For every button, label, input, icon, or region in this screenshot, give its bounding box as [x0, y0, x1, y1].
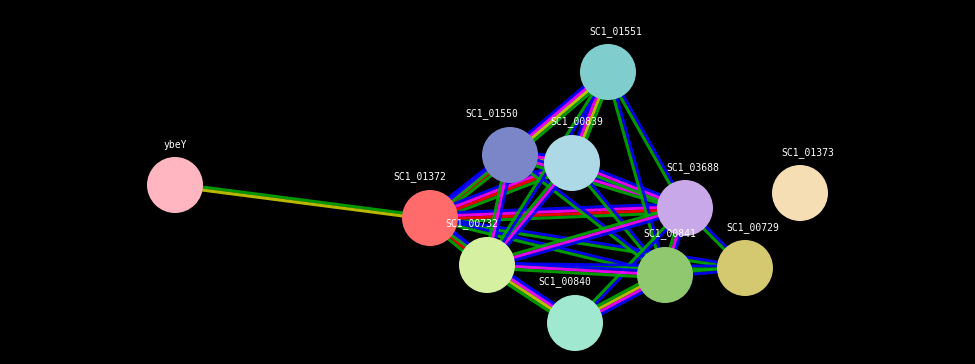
Circle shape — [544, 135, 600, 191]
Text: SC1_01551: SC1_01551 — [590, 26, 643, 37]
Circle shape — [717, 240, 773, 296]
Text: SC1_01372: SC1_01372 — [394, 171, 447, 182]
Text: SC1_00732: SC1_00732 — [446, 218, 498, 229]
Text: SC1_00841: SC1_00841 — [644, 228, 696, 239]
Circle shape — [580, 44, 636, 100]
Text: SC1_00729: SC1_00729 — [726, 222, 779, 233]
Text: SC1_00840: SC1_00840 — [538, 276, 592, 287]
Circle shape — [147, 157, 203, 213]
Text: SC1_00839: SC1_00839 — [551, 116, 604, 127]
Circle shape — [459, 237, 515, 293]
Text: ybeY: ybeY — [163, 140, 187, 150]
Circle shape — [637, 247, 693, 303]
Text: SC1_01550: SC1_01550 — [466, 108, 519, 119]
Circle shape — [657, 180, 713, 236]
Text: SC1_01373: SC1_01373 — [782, 147, 835, 158]
Text: SC1_03688: SC1_03688 — [667, 162, 720, 173]
Circle shape — [482, 127, 538, 183]
Circle shape — [547, 295, 603, 351]
Circle shape — [772, 165, 828, 221]
Circle shape — [402, 190, 458, 246]
